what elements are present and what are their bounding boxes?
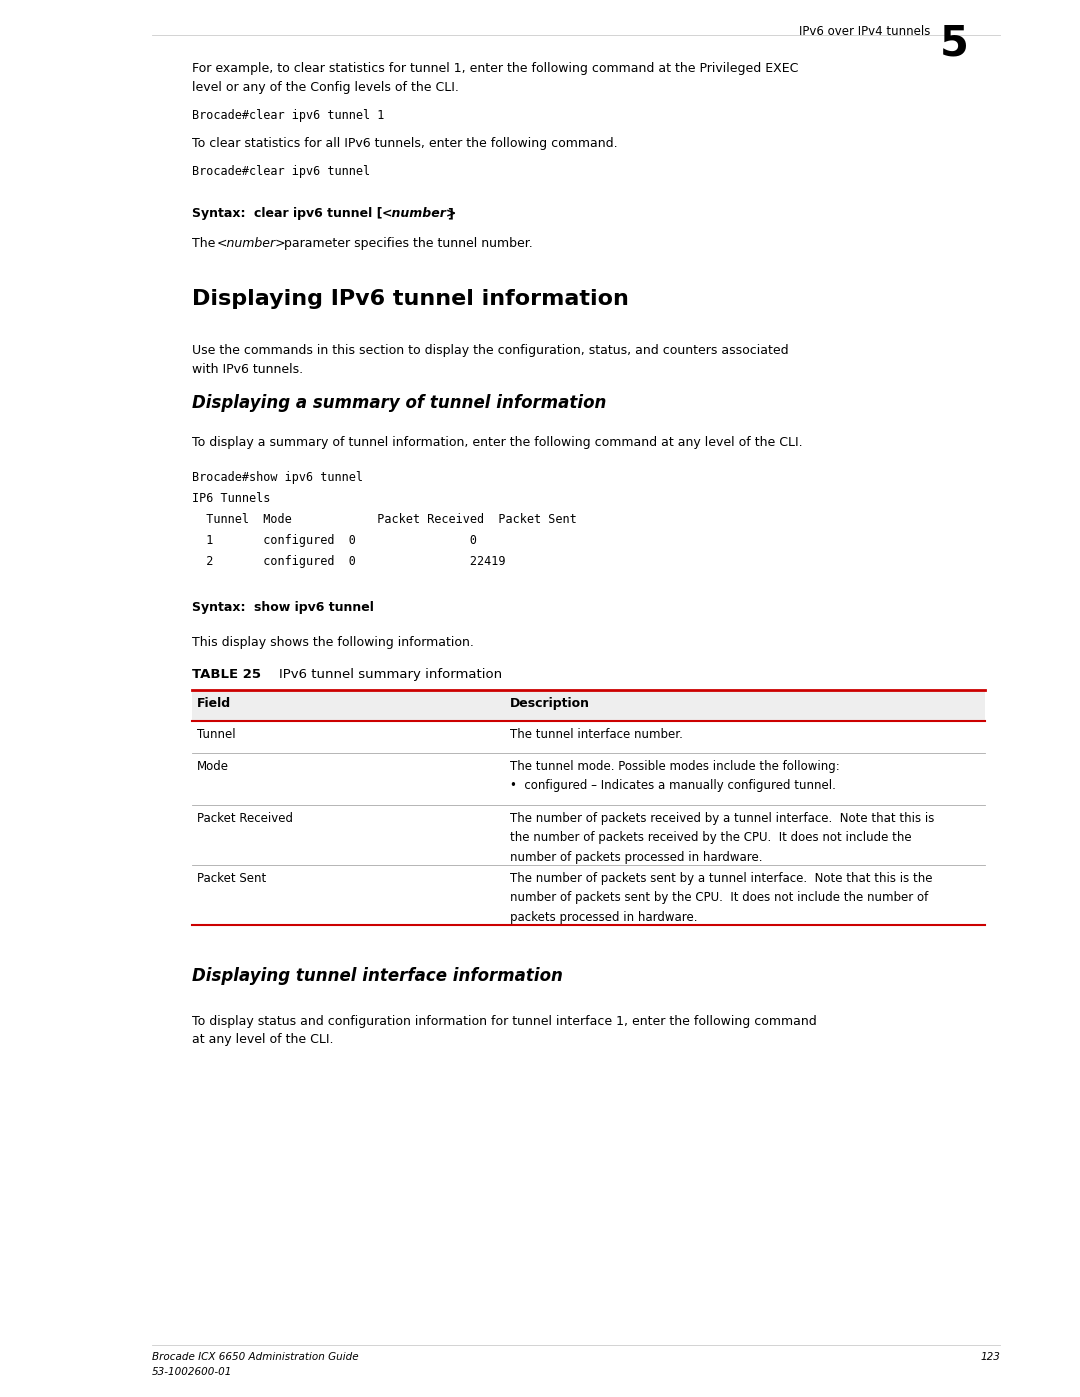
Text: 123: 123: [981, 1352, 1000, 1362]
Text: To clear statistics for all IPv6 tunnels, enter the following command.: To clear statistics for all IPv6 tunnels…: [192, 137, 618, 149]
Text: 1       configured  0                0: 1 configured 0 0: [192, 534, 477, 548]
Text: IPv6 over IPv4 tunnels: IPv6 over IPv4 tunnels: [798, 25, 930, 38]
Text: 53-1002600-01: 53-1002600-01: [152, 1368, 232, 1377]
Text: For example, to clear statistics for tunnel 1, enter the following command at th: For example, to clear statistics for tun…: [192, 61, 798, 94]
Text: The: The: [192, 237, 219, 250]
Text: <number>: <number>: [382, 207, 457, 219]
Text: Displaying IPv6 tunnel information: Displaying IPv6 tunnel information: [192, 289, 629, 309]
Text: TABLE 25: TABLE 25: [192, 668, 261, 680]
Text: clear ipv6 tunnel [: clear ipv6 tunnel [: [254, 207, 382, 219]
Bar: [192, 690, 985, 721]
Text: IPv6 tunnel summary information: IPv6 tunnel summary information: [262, 668, 502, 680]
Text: Description: Description: [510, 697, 590, 710]
Text: The number of packets received by a tunnel interface.  Note that this is: The number of packets received by a tunn…: [510, 812, 934, 824]
Text: •  configured – Indicates a manually configured tunnel.: • configured – Indicates a manually conf…: [510, 780, 836, 792]
Text: IP6 Tunnels: IP6 Tunnels: [192, 492, 270, 504]
Text: Brocade#clear ipv6 tunnel 1: Brocade#clear ipv6 tunnel 1: [192, 109, 384, 122]
Text: Use the commands in this section to display the configuration, status, and count: Use the commands in this section to disp…: [192, 344, 788, 376]
Text: To display status and configuration information for tunnel interface 1, enter th: To display status and configuration info…: [192, 1014, 816, 1046]
Text: number of packets processed in hardware.: number of packets processed in hardware.: [510, 851, 762, 863]
Text: Brocade#clear ipv6 tunnel: Brocade#clear ipv6 tunnel: [192, 165, 370, 177]
Text: Packet Sent: Packet Sent: [197, 872, 267, 884]
Text: 5: 5: [940, 22, 969, 64]
Text: The number of packets sent by a tunnel interface.  Note that this is the: The number of packets sent by a tunnel i…: [510, 872, 932, 884]
Text: parameter specifies the tunnel number.: parameter specifies the tunnel number.: [280, 237, 532, 250]
Text: Tunnel  Mode            Packet Received  Packet Sent: Tunnel Mode Packet Received Packet Sent: [192, 513, 577, 527]
Text: The tunnel mode. Possible modes include the following:: The tunnel mode. Possible modes include …: [510, 760, 840, 773]
Text: 2       configured  0                22419: 2 configured 0 22419: [192, 555, 505, 569]
Text: Displaying a summary of tunnel information: Displaying a summary of tunnel informati…: [192, 394, 606, 412]
Text: Packet Received: Packet Received: [197, 812, 293, 824]
Text: Mode: Mode: [197, 760, 229, 773]
Text: show ipv6 tunnel: show ipv6 tunnel: [254, 601, 374, 615]
Text: Brocade ICX 6650 Administration Guide: Brocade ICX 6650 Administration Guide: [152, 1352, 359, 1362]
Text: This display shows the following information.: This display shows the following informa…: [192, 636, 474, 650]
Text: <number>: <number>: [217, 237, 286, 250]
Text: ]: ]: [447, 207, 453, 219]
Text: Field: Field: [197, 697, 231, 710]
Text: the number of packets received by the CPU.  It does not include the: the number of packets received by the CP…: [510, 831, 912, 844]
Text: Displaying tunnel interface information: Displaying tunnel interface information: [192, 967, 563, 985]
Text: To display a summary of tunnel information, enter the following command at any l: To display a summary of tunnel informati…: [192, 436, 802, 448]
Text: packets processed in hardware.: packets processed in hardware.: [510, 911, 698, 923]
Text: The tunnel interface number.: The tunnel interface number.: [510, 728, 683, 740]
Text: Syntax:: Syntax:: [192, 601, 254, 615]
Text: Syntax:: Syntax:: [192, 207, 254, 219]
Text: number of packets sent by the CPU.  It does not include the number of: number of packets sent by the CPU. It do…: [510, 891, 928, 904]
Text: Brocade#show ipv6 tunnel: Brocade#show ipv6 tunnel: [192, 471, 363, 483]
Text: Tunnel: Tunnel: [197, 728, 235, 740]
